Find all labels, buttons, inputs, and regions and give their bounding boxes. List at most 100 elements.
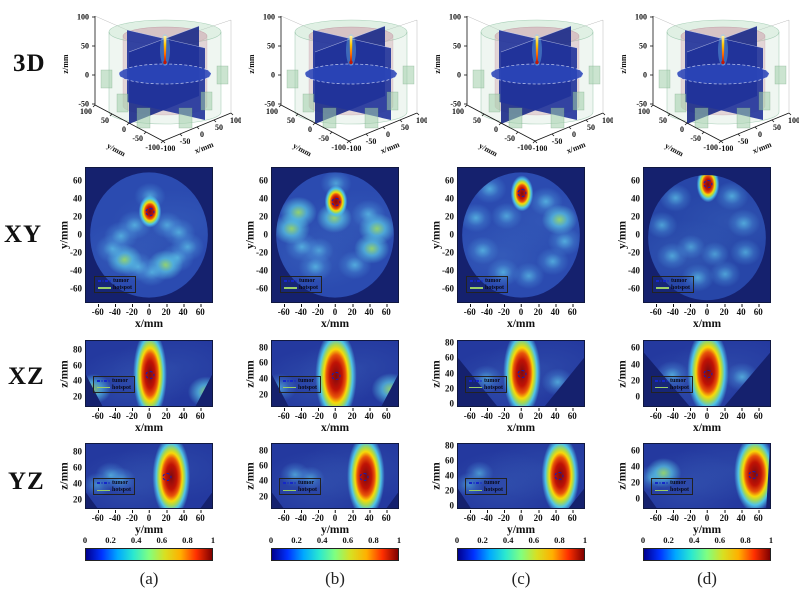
xy-x-tick: 60 (195, 304, 205, 317)
xy-x-axis-label: x/mm (320, 318, 350, 330)
tumor-contour (703, 180, 713, 189)
x-tick: -100 (719, 144, 734, 153)
colorbar-tick: 0.6 (714, 535, 726, 545)
yz-x-axis-label: y/mm (320, 524, 350, 536)
z-tick: -50 (636, 100, 647, 109)
colorbar-tick: 0.4 (316, 535, 328, 545)
legend-tumor-row: tumor (655, 378, 689, 384)
heatmap-domain (648, 175, 766, 301)
tumor-label: tumor (298, 480, 314, 487)
yz-y-tick: 20 (259, 491, 268, 502)
y-axis-label: y/mm (105, 141, 127, 158)
xz-x-tick: -60 (463, 408, 476, 421)
hotspot-label: hotspot (298, 487, 318, 494)
yz-x-tick: -60 (277, 510, 290, 523)
tumor-contour (162, 473, 172, 481)
tumor-label: tumor (299, 278, 315, 284)
y-tick: 100 (452, 107, 464, 116)
x-tick: 100 (416, 116, 427, 125)
heatmap-xy: tumor hotspot (643, 167, 771, 303)
yz-y-tick: 60 (445, 455, 454, 466)
legend-tumor-row: tumor (655, 480, 689, 486)
hotspot-label: hotspot (113, 285, 133, 291)
tumor-line-sample (97, 482, 110, 485)
xy-y-tick: 60 (73, 175, 82, 186)
tumor-label: tumor (484, 377, 500, 384)
hotspot-label: hotspot (112, 487, 132, 494)
xz-x-tick: 20 (347, 408, 357, 421)
xy-y-tick: 40 (631, 193, 640, 204)
xz-y-tick: 60 (445, 352, 454, 363)
yz-y-ticks: 80 60 40 20 (55, 443, 82, 509)
xz-y-tick: 80 (73, 344, 82, 355)
xy-y-tick: 0 (77, 229, 83, 240)
x-tick: -100 (161, 144, 176, 153)
colorbar-tick: 1 (396, 535, 402, 545)
xz-x-tick: 20 (161, 408, 171, 421)
z-tick: 50 (639, 42, 647, 51)
column-label-b: (b) (325, 569, 345, 588)
xy-y-tick: 60 (259, 175, 268, 186)
yz-x-tick: 60 (381, 510, 391, 523)
xy-x-tick: 60 (381, 304, 391, 317)
heatmap-xz: tumor hotspot (457, 340, 585, 407)
legend-tumor-row: tumor (283, 480, 317, 486)
heatmap-yz: tumor hotspot (85, 443, 213, 509)
yz-y-tick: 40 (445, 470, 454, 481)
legend: tumor hotspot (93, 478, 136, 496)
y-axis-label: y/mm (663, 141, 685, 158)
xy-x-tick: -60 (649, 304, 662, 317)
x-axis-label: x/mm (193, 140, 215, 156)
yz-y-tick: 60 (73, 462, 82, 473)
xy-x-tick: -40 (108, 304, 121, 317)
hotspot-label: hotspot (484, 384, 504, 391)
xy-x-tick: 0 (704, 304, 710, 317)
hotspot-label: hotspot (298, 384, 318, 391)
legend-hotspot-row: hotspot (97, 487, 131, 493)
z-tick: 100 (263, 13, 275, 22)
hot-streak (160, 34, 170, 66)
hotspot-line-sample (97, 489, 110, 491)
y-tick: 50 (659, 116, 667, 125)
x-tick: 0 (572, 130, 576, 139)
z-tick: -50 (78, 100, 89, 109)
colorbar-tick: 1 (768, 535, 774, 545)
z-axis-label: z/mm (61, 54, 70, 73)
slice-disc (676, 63, 770, 85)
xy-x-tick: -20 (497, 304, 510, 317)
legend-hotspot-row: hotspot (469, 385, 503, 391)
colorbar-tick: 1 (582, 535, 588, 545)
yz-x-tick: -60 (649, 510, 662, 523)
legend: tumor hotspot (465, 478, 508, 496)
tumor-contour (517, 189, 527, 198)
hotspot-line-sample (469, 489, 482, 491)
xz-x-tick: -40 (108, 408, 121, 421)
xz-y-tick: 20 (445, 383, 454, 394)
yz-x-tick: 60 (195, 510, 205, 523)
legend: tumor hotspot (279, 478, 322, 496)
hot-streak (532, 34, 542, 66)
legend-hotspot-row: hotspot (656, 285, 690, 291)
x-tick: 50 (773, 123, 781, 132)
colorbar-tick: 0.8 (368, 535, 379, 545)
xy-x-tick: 20 (533, 304, 543, 317)
yz-x-tick: 20 (719, 510, 729, 523)
legend: tumor hotspot (279, 375, 322, 393)
colorbar (85, 548, 213, 561)
hotspot-line-sample (283, 489, 296, 491)
xy-x-tick: 60 (567, 304, 577, 317)
yz-y-tick: 80 (73, 446, 82, 457)
xy-y-tick: 0 (449, 229, 455, 240)
xy-y-tick: 60 (445, 175, 454, 186)
colorbar (457, 548, 585, 561)
yz-y-tick: 60 (259, 460, 268, 471)
column-label-c: (c) (511, 569, 531, 588)
panel-3d-b: 100 50 0 -50 100 50 0 -50 -100 -100 -50 0 50 100 z/mm… (241, 0, 428, 162)
slice-disc (490, 63, 584, 85)
y-tick: -100 (517, 143, 532, 152)
colorbar-tick: 0.8 (554, 535, 565, 545)
xz-x-tick: -20 (311, 408, 324, 421)
xy-x-tick: 0 (332, 304, 338, 317)
x-tick: -50 (738, 137, 749, 146)
x-tick: 50 (215, 123, 223, 132)
